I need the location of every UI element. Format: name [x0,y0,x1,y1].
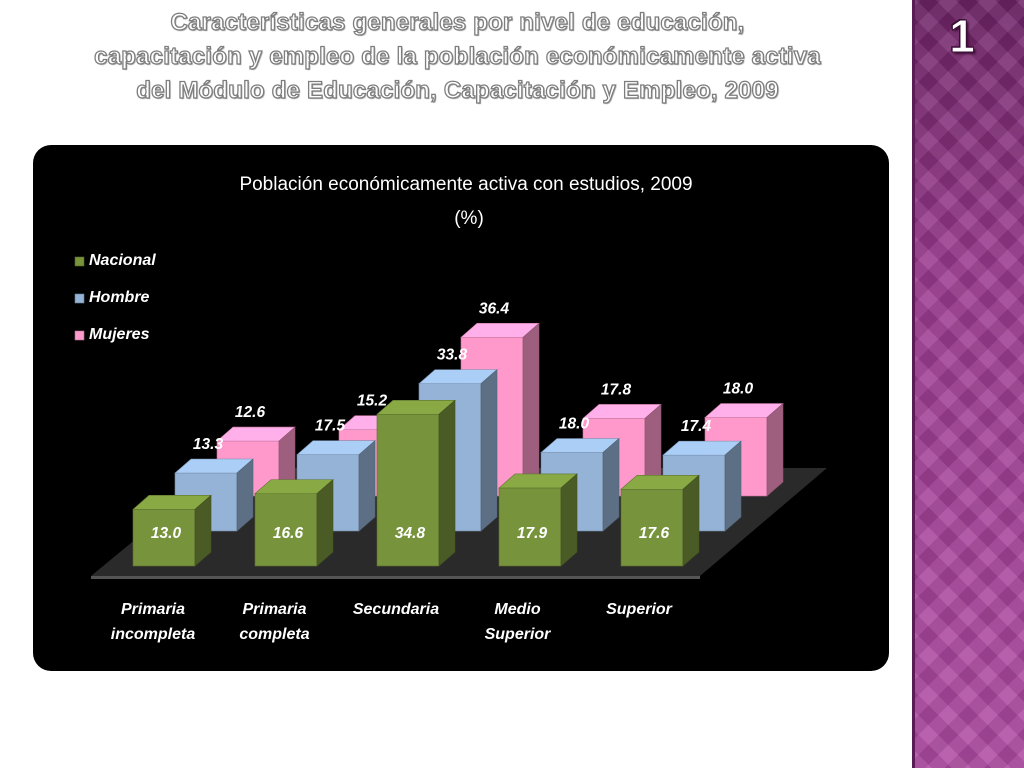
legend-swatch [74,293,85,304]
legend-item-nacional: Nacional [74,252,156,269]
bar-front-face [132,509,196,567]
bar-side-face [480,368,498,532]
bar-side-face [316,478,334,567]
bar-front-face [620,488,684,567]
bar-side-face [682,474,700,567]
bar-front-face [498,487,562,567]
data-label-hombre-1: 13.3 [193,436,224,453]
data-label-hombre-4: 18.0 [559,416,590,433]
category-label-4-line-1: Medio [494,601,540,618]
data-label-nacional-5: 17.6 [639,525,670,542]
bar-side-face [438,399,456,567]
bar-nacional-2: 16.6 [254,478,334,567]
bar-nacional-1: 13.0 [132,494,212,567]
chart-legend: Nacional Hombre Mujeres [74,252,156,343]
legend-label: Mujeres [89,326,150,343]
category-label-4-line-2: Superior [485,626,552,643]
data-label-nacional-4: 17.9 [517,525,548,542]
data-label-hombre-3: 33.8 [437,347,468,364]
bar-front-face [376,413,440,567]
legend-item-hombre: Hombre [74,289,150,306]
bar-side-face [560,473,578,567]
category-axis: Primaria incompleta Primaria completa Secund… [111,601,673,643]
data-label-mujeres-4: 17.8 [601,381,632,398]
slide-title-line-3: del Módulo de Educación, Capacitación y … [136,76,780,104]
bar-nacional-4: 17.9 [498,473,578,567]
data-label-mujeres-5: 18.0 [723,381,754,398]
chart-bars: 12.6 15.2 36.4 17.8 18.0 13.3 17.5 33.8 18.0 17.4… [132,300,784,567]
slide-number: 1 [949,10,976,63]
data-label-hombre-2: 17.5 [315,418,346,435]
chart-title: Población económicamente activa con estu… [239,174,692,195]
data-label-mujeres-1: 12.6 [235,404,266,421]
data-label-mujeres-2: 15.2 [357,393,388,410]
chart-floor-edge [91,576,700,579]
decorative-side-panel [912,0,1024,768]
legend-swatch [74,256,85,267]
bar-side-face [236,458,254,532]
legend-label: Hombre [89,289,150,306]
bar-side-face [522,322,540,497]
category-label-3-line-1: Secundaria [353,601,439,618]
category-label-2-line-2: completa [239,626,309,643]
legend-swatch [74,330,85,341]
data-label-mujeres-3: 36.4 [479,300,510,317]
bar-side-face [602,437,620,532]
slide-title: Características generales por nivel de e… [10,6,905,108]
chart-subtitle: (%) [454,208,484,229]
chart-svg: Población económicamente activa con estu… [74,174,827,643]
bar-side-face [724,440,742,532]
category-label-1-line-1: Primaria [121,601,185,618]
category-label-2-line-1: Primaria [242,601,306,618]
chart-panel: Población económicamente activa con estu… [33,145,889,671]
bar-side-face [766,402,784,497]
legend-item-mujeres: Mujeres [74,326,150,343]
legend-label: Nacional [89,252,156,269]
data-label-nacional-2: 16.6 [273,525,304,542]
slide-title-line-2: capacitación y empleo de la población ec… [93,42,821,70]
data-label-hombre-5: 17.4 [681,418,712,435]
category-label-5-line-1: Superior [606,601,673,618]
bar-side-face [194,494,212,567]
bar-nacional-3: 34.8 [376,399,456,567]
data-label-nacional-3: 34.8 [395,525,426,542]
category-label-1-line-2: incompleta [111,626,196,643]
slide-title-line-1: Características generales por nivel de e… [170,8,745,36]
data-label-nacional-1: 13.0 [151,525,182,542]
bar-side-face [358,440,376,532]
bar-nacional-5: 17.6 [620,474,700,567]
bar-front-face [254,493,318,567]
